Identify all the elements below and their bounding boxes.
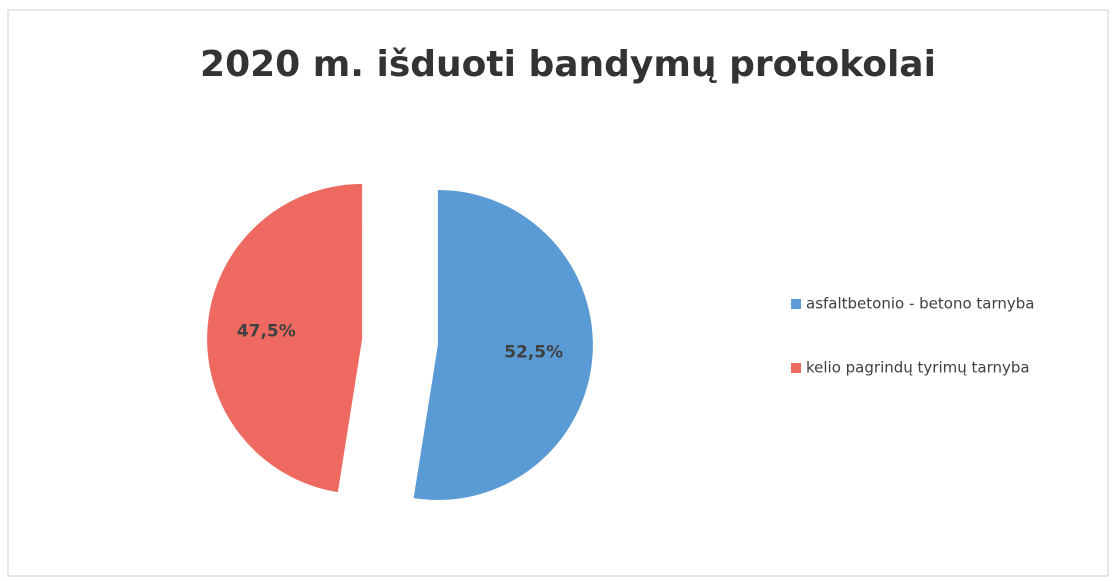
data-label: 47,5% bbox=[237, 321, 296, 341]
legend-swatch bbox=[791, 363, 801, 373]
legend-label: kelio pagrindų tyrimų tarnyba bbox=[806, 359, 1030, 377]
pie-slice bbox=[207, 184, 363, 493]
data-label: 52,5% bbox=[504, 343, 563, 363]
legend-label: asfaltbetonio - betono tarnyba bbox=[806, 295, 1034, 313]
legend-swatch bbox=[791, 299, 801, 309]
pie-slice bbox=[413, 189, 593, 500]
chart-title: 2020 m. išduoti bandymų protokolai bbox=[200, 44, 936, 85]
